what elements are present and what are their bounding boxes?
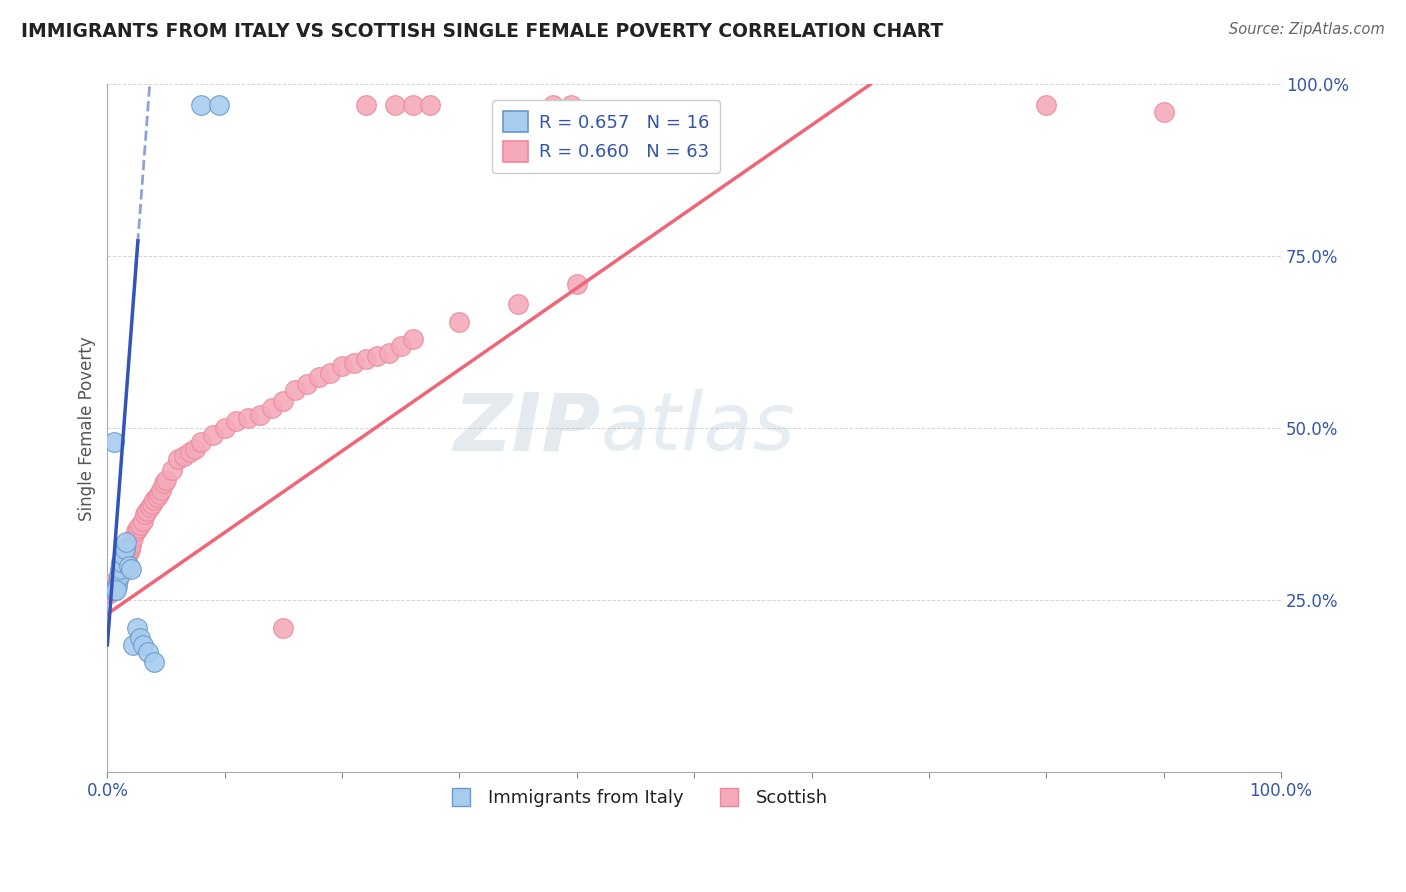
Point	[105, 576, 128, 591]
Point	[1035, 98, 1057, 112]
Point	[104, 579, 127, 593]
Text: atlas: atlas	[600, 389, 794, 467]
Point	[260, 401, 283, 415]
Point	[190, 435, 212, 450]
Point	[166, 452, 188, 467]
Point	[143, 493, 166, 508]
Point	[401, 98, 423, 112]
Point	[107, 573, 129, 587]
Point	[508, 297, 530, 311]
Point	[98, 586, 121, 600]
Point	[134, 507, 156, 521]
Text: IMMIGRANTS FROM ITALY VS SCOTTISH SINGLE FEMALE POVERTY CORRELATION CHART: IMMIGRANTS FROM ITALY VS SCOTTISH SINGLE…	[21, 22, 943, 41]
Point	[111, 549, 134, 563]
Point	[127, 521, 149, 535]
Point	[238, 411, 260, 425]
Point	[214, 421, 236, 435]
Point	[101, 579, 124, 593]
Point	[1153, 104, 1175, 119]
Point	[190, 98, 212, 112]
Point	[122, 638, 145, 652]
Point	[145, 490, 167, 504]
Point	[148, 486, 170, 500]
Point	[284, 384, 307, 398]
Point	[384, 98, 406, 112]
Point	[124, 524, 146, 539]
Point	[138, 645, 160, 659]
Point	[125, 621, 148, 635]
Point	[389, 339, 412, 353]
Point	[104, 582, 127, 597]
Point	[449, 315, 471, 329]
Point	[184, 442, 207, 456]
Point	[155, 473, 177, 487]
Point	[201, 428, 224, 442]
Point	[565, 277, 588, 291]
Point	[136, 504, 159, 518]
Point	[112, 555, 135, 569]
Point	[419, 98, 441, 112]
Point	[295, 376, 318, 391]
Point	[122, 531, 145, 545]
Point	[100, 582, 122, 597]
Point	[273, 621, 295, 635]
Point	[354, 98, 377, 112]
Point	[120, 562, 142, 576]
Point	[150, 483, 173, 497]
Point	[249, 408, 271, 422]
Point	[110, 562, 132, 576]
Point	[114, 541, 136, 556]
Point	[138, 500, 160, 515]
Point	[118, 541, 141, 556]
Point	[111, 558, 134, 573]
Point	[108, 569, 131, 583]
Text: ZIP: ZIP	[453, 389, 600, 467]
Legend: Immigrants from Italy, Scottish: Immigrants from Italy, Scottish	[436, 782, 835, 814]
Point	[110, 555, 132, 569]
Point	[225, 414, 247, 428]
Point	[114, 562, 136, 576]
Point	[343, 356, 366, 370]
Point	[354, 352, 377, 367]
Point	[560, 98, 582, 112]
Point	[115, 534, 138, 549]
Point	[129, 631, 152, 645]
Y-axis label: Single Female Poverty: Single Female Poverty	[79, 336, 96, 521]
Point	[273, 393, 295, 408]
Point	[110, 566, 132, 580]
Point	[152, 476, 174, 491]
Point	[330, 359, 353, 374]
Point	[120, 538, 142, 552]
Text: Source: ZipAtlas.com: Source: ZipAtlas.com	[1229, 22, 1385, 37]
Point	[117, 545, 139, 559]
Point	[378, 345, 401, 359]
Point	[173, 449, 195, 463]
Point	[103, 582, 125, 597]
Point	[179, 445, 201, 459]
Point	[160, 462, 183, 476]
Point	[108, 569, 131, 583]
Point	[117, 549, 139, 563]
Point	[319, 366, 342, 380]
Point	[103, 576, 125, 591]
Point	[141, 497, 163, 511]
Point	[103, 435, 125, 450]
Point	[543, 98, 565, 112]
Point	[129, 517, 152, 532]
Point	[401, 332, 423, 346]
Point	[366, 349, 388, 363]
Point	[110, 562, 132, 576]
Point	[103, 582, 125, 597]
Point	[143, 655, 166, 669]
Point	[115, 552, 138, 566]
Point	[208, 98, 231, 112]
Point	[131, 514, 153, 528]
Point	[308, 369, 330, 384]
Point	[117, 558, 139, 573]
Point	[131, 638, 153, 652]
Point	[105, 579, 128, 593]
